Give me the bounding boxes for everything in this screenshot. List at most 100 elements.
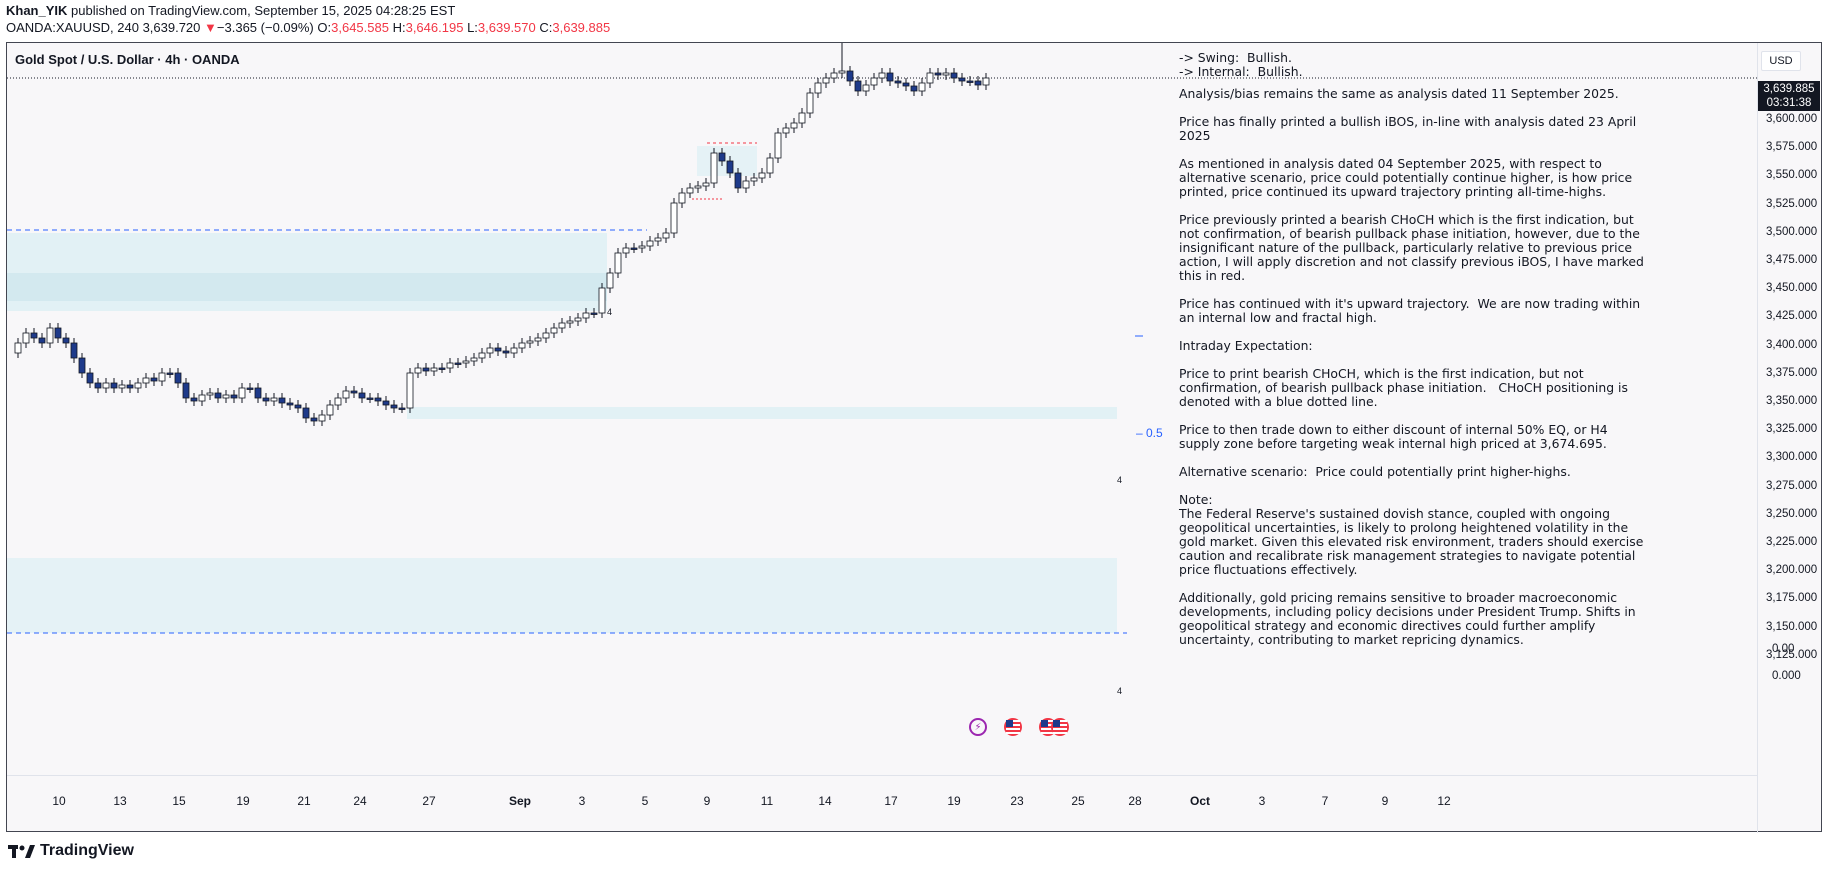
price-tick-label: 3,200.000 — [1766, 564, 1818, 577]
chart-canvas[interactable]: Gold Spot / U.S. Dollar · 4h · OANDA – 0… — [7, 43, 1757, 775]
down-arrow-icon: ▼ — [204, 20, 217, 35]
bull-candle — [526, 340, 534, 344]
tradingview-brand[interactable]: TradingView — [8, 842, 134, 860]
annotation-paragraph: Price has continued with it's upward tra… — [1179, 296, 1645, 325]
bull-candle — [446, 362, 454, 369]
publish-info: Khan_YIK published on TradingView.com, S… — [6, 3, 455, 19]
time-tick-label: 3 — [578, 794, 586, 808]
bull-candle — [686, 187, 694, 194]
bull-candle — [486, 347, 494, 354]
time-tick-label: 12 — [1437, 794, 1451, 808]
bull-candle — [534, 337, 542, 342]
internal-bias: -> Internal: Bullish. — [1179, 64, 1303, 79]
bear-candle — [366, 397, 374, 400]
bull-candle — [870, 77, 878, 86]
time-tick-label: 19 — [236, 794, 250, 808]
bear-candle — [390, 404, 398, 409]
bear-candle — [854, 80, 862, 92]
lightning-icon[interactable]: ⚡ — [969, 718, 987, 736]
bull-candle — [406, 372, 414, 409]
time-tick-label: 10 — [52, 794, 66, 808]
bull-candle — [638, 245, 646, 249]
bull-candle — [206, 392, 214, 396]
time-tick-label: 24 — [353, 794, 367, 808]
symbol-name: OANDA:XAUUSD, 240 — [6, 20, 139, 35]
demand-zone — [7, 558, 1117, 633]
bull-candle — [566, 320, 574, 324]
bear-candle — [910, 85, 918, 92]
price-axis[interactable]: USD 3,639.885 03:31:38 3,600.000 3,575.00… — [1757, 43, 1821, 833]
bull-candle — [22, 332, 30, 344]
bear-candle — [382, 400, 390, 406]
bull-candle — [806, 92, 814, 114]
bear-candle — [254, 387, 262, 399]
us-flag-icon[interactable] — [1004, 718, 1022, 736]
high-value: 3,646.195 — [405, 20, 464, 35]
time-tick-label: 19 — [947, 794, 961, 808]
bear-candle — [350, 390, 358, 394]
bear-candle — [38, 337, 46, 344]
bull-candle — [670, 202, 678, 234]
bull-candle — [750, 177, 758, 182]
price-tick-label: 3,350.000 — [1766, 395, 1818, 407]
bear-candle — [62, 337, 70, 344]
analysis-annotation[interactable]: -> Swing: Bullish. -> Internal: Bullish. … — [1179, 51, 1649, 661]
annotation-paragraph: Price to print bearish CHoCH, which is t… — [1179, 366, 1632, 409]
author-name[interactable]: Khan_YIK — [6, 3, 68, 18]
time-axis[interactable]: 10 13 15 19 21 24 27 Sep 3 5 9 11 14 17 19 23 25 28 Oct 3 7 9… — [7, 775, 1757, 832]
annotation-paragraph: Additionally, gold pricing remains sensi… — [1179, 590, 1640, 647]
bull-candle — [326, 404, 334, 416]
time-tick-label: 5 — [641, 794, 649, 808]
tradingview-logo-icon — [8, 845, 35, 858]
annotation-paragraph: Analysis/bias remains the same as analys… — [1179, 86, 1619, 101]
price-tick-label: 3,425.000 — [1766, 310, 1818, 323]
annotation-paragraph: Price to then trade down to either disco… — [1179, 422, 1612, 451]
us-flag-icon[interactable] — [1051, 718, 1069, 736]
bull-candle — [102, 382, 110, 389]
time-tick-label: 13 — [113, 794, 127, 808]
price-chart[interactable] — [7, 43, 1757, 775]
high-label: H: — [392, 20, 406, 35]
currency-selector[interactable]: USD — [1761, 51, 1801, 71]
bull-candle — [838, 70, 846, 74]
bull-candle — [414, 367, 422, 374]
low-value: 3,639.570 — [477, 20, 536, 35]
zone-number-label: 4 — [1117, 686, 1123, 696]
price-tick-label: 3,600.000 — [1766, 113, 1818, 125]
annotation-heading: Intraday Expectation: — [1179, 338, 1313, 353]
bull-candle — [646, 240, 654, 247]
time-tick-label: 28 — [1128, 794, 1142, 808]
price-tick-label: 3,450.000 — [1766, 282, 1818, 295]
close-label: C: — [539, 20, 553, 35]
bear-candle — [886, 72, 894, 82]
bull-candle — [198, 394, 206, 402]
bull-candle — [462, 360, 470, 364]
price-tick-label: 3,175.000 — [1766, 592, 1818, 605]
time-tick-label: Oct — [1189, 794, 1211, 808]
bull-candle — [942, 72, 950, 76]
bull-candle — [782, 127, 790, 134]
bear-candle — [214, 392, 222, 399]
bear-candle — [86, 372, 94, 384]
time-tick-label: 25 — [1071, 794, 1085, 808]
annotation-paragraph: As mentioned in analysis dated 04 Septem… — [1179, 156, 1637, 199]
swing-bias: -> Swing: Bullish. — [1179, 50, 1292, 65]
bear-candle — [950, 72, 958, 79]
bear-candle — [502, 350, 510, 354]
bear-candle — [398, 407, 406, 410]
bear-candle — [974, 80, 982, 86]
bull-candle — [918, 82, 926, 92]
bear-candle — [94, 382, 102, 389]
bull-candle — [14, 342, 22, 354]
price-tick-label: 3,150.000 — [1766, 620, 1818, 633]
bear-candle — [494, 347, 502, 352]
bear-candle — [126, 384, 134, 389]
bull-candle — [510, 347, 518, 354]
bull-candle — [582, 312, 590, 319]
bear-candle — [422, 367, 430, 372]
time-tick-label: 15 — [172, 794, 186, 808]
bull-candle — [222, 394, 230, 399]
price-tick-label: 3,475.000 — [1766, 254, 1818, 266]
close-value: 3,639.885 — [552, 20, 611, 35]
bear-candle — [78, 357, 86, 374]
